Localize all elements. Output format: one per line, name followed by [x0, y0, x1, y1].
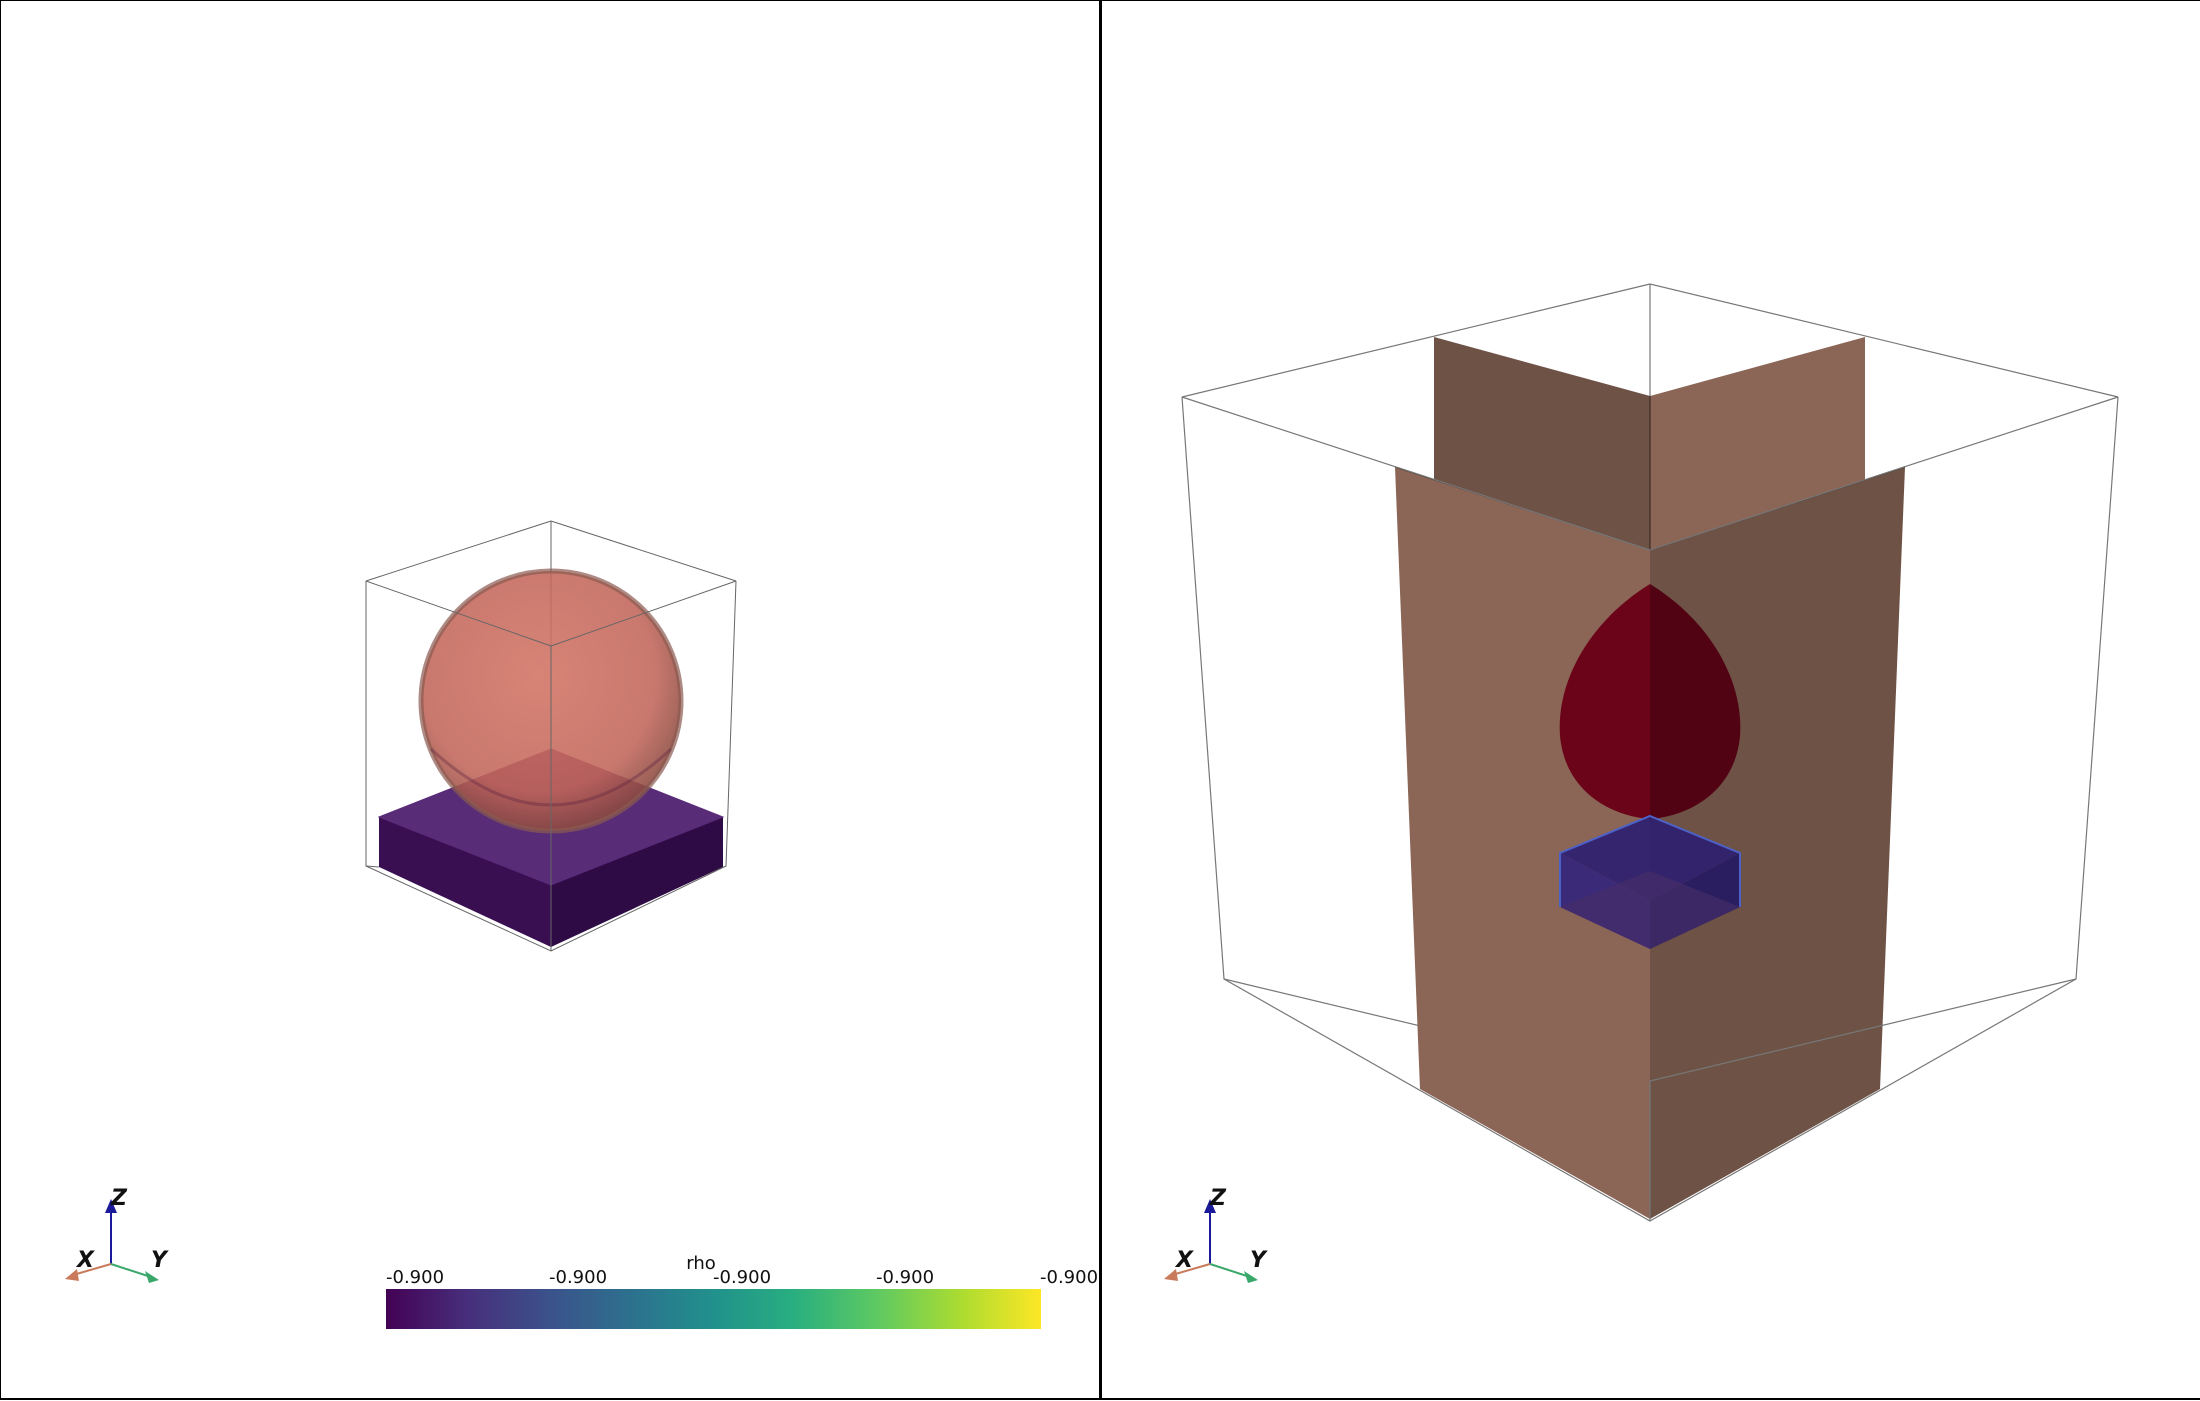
- colorbar-tick-2: -0.900: [713, 1267, 771, 1288]
- right-axis-y-label: Y: [1250, 1248, 1268, 1273]
- left-axis-y-label: Y: [151, 1248, 169, 1273]
- left-outline-front: [365, 580, 737, 952]
- colorbar-tick-3: -0.900: [876, 1267, 934, 1288]
- scalar-colorbar: [386, 1289, 1041, 1329]
- colorbar-tick-0: -0.900: [386, 1267, 444, 1288]
- right-outline-front: [1181, 396, 2119, 1222]
- right-axis-x-label: X: [1174, 1248, 1194, 1273]
- left-orientation-axes: [65, 1199, 159, 1283]
- left-scene: Z Y X rho -0.900 -0.900 -0.900 -0.900 -0…: [65, 520, 1098, 1329]
- colorbar-gradient: [386, 1289, 1041, 1329]
- right-axis-z-label: Z: [1209, 1186, 1227, 1211]
- left-axis-x-label: X: [75, 1248, 95, 1273]
- colorbar-title: rho: [686, 1253, 716, 1274]
- slice-density-blob: [1559, 584, 1741, 819]
- slice-box: [1559, 814, 1741, 949]
- right-orientation-axes: [1164, 1199, 1258, 1283]
- left-render-viewport[interactable]: Z Y X rho -0.900 -0.900 -0.900 -0.900 -0…: [0, 0, 1099, 1400]
- left-axis-z-label: Z: [110, 1186, 128, 1211]
- right-scene: Z Y X: [1164, 283, 2119, 1283]
- colorbar-tick-1: -0.900: [549, 1267, 607, 1288]
- right-render-viewport[interactable]: Z Y X: [1099, 0, 2200, 1400]
- colorbar-tick-4: -0.900: [1040, 1267, 1098, 1288]
